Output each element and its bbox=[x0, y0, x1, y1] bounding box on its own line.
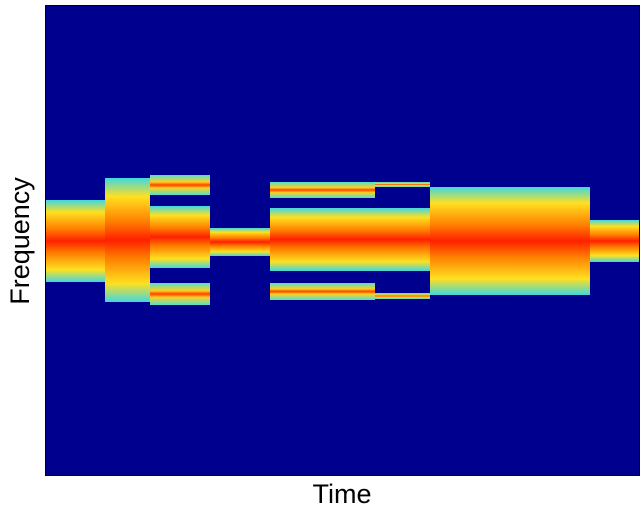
x-axis-label: Time bbox=[313, 479, 372, 509]
energy-region bbox=[270, 283, 375, 300]
energy-region bbox=[210, 228, 270, 256]
y-axis-label: Frequency bbox=[5, 177, 35, 305]
energy-region bbox=[375, 182, 430, 187]
energy-region bbox=[105, 178, 150, 302]
energy-region bbox=[375, 293, 430, 299]
energy-region bbox=[150, 175, 210, 195]
energy-region bbox=[430, 187, 590, 295]
energy-region bbox=[590, 220, 640, 262]
energy-region bbox=[150, 283, 210, 305]
energy-region bbox=[270, 182, 375, 198]
plot-area bbox=[45, 5, 640, 476]
energy-region bbox=[45, 200, 105, 282]
energy-region bbox=[270, 208, 430, 271]
energy-region bbox=[150, 206, 210, 268]
